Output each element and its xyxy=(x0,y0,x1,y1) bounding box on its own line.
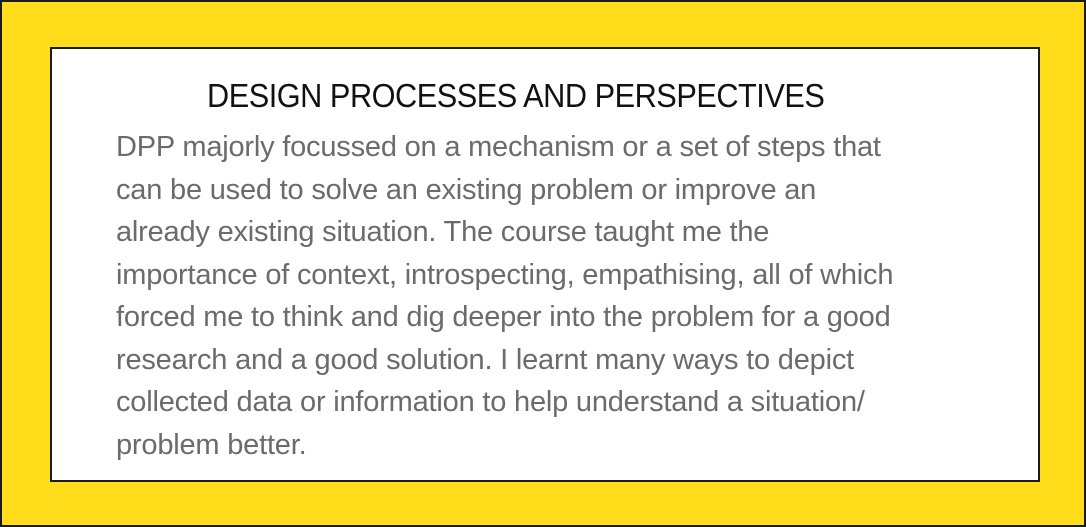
body-line: DPP majorly focussed on a mechanism or a… xyxy=(116,131,881,163)
body-line: forced me to think and dig deeper into t… xyxy=(116,301,891,333)
body-line: can be used to solve an existing problem… xyxy=(116,173,817,206)
text-card: DESIGN PROCESSES AND PERSPECTIVES DPP ma… xyxy=(50,47,1040,482)
body-line: problem better. xyxy=(116,428,307,461)
body-line: importance of context, introspecting, em… xyxy=(116,258,894,291)
card-title: DESIGN PROCESSES AND PERSPECTIVES xyxy=(207,77,825,114)
body-line: already existing situation. The course t… xyxy=(116,216,770,248)
body-line: collected data or information to help un… xyxy=(116,386,865,418)
body-line: research and a good solution. I learnt m… xyxy=(116,343,854,376)
card-body: DPP majorly focussed on a mechanism or a… xyxy=(116,126,1016,466)
